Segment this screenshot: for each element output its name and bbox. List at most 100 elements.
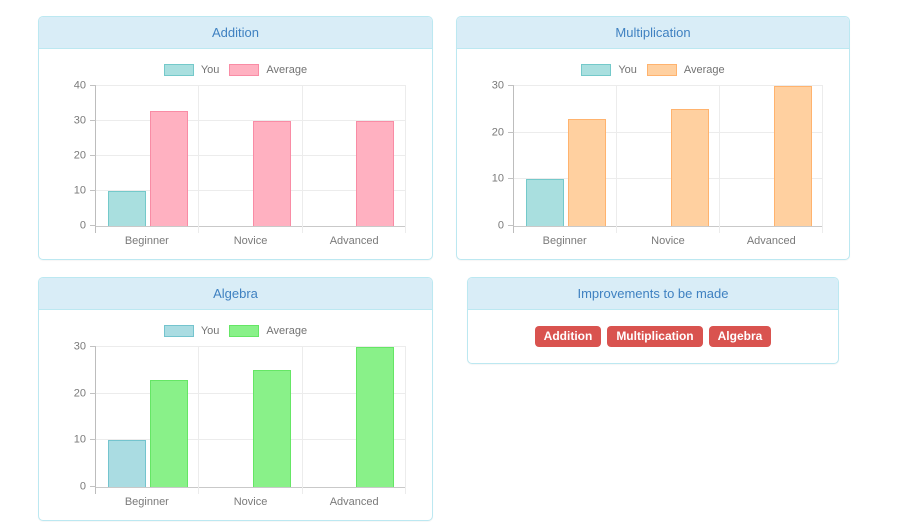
h-gridline (96, 85, 406, 86)
multiplication-panel: Multiplication You Average 0 10 20 30 Beginn… (456, 16, 850, 260)
algebra-chart-body: You Average 0 10 20 30 Beginner Novice Advance… (39, 310, 432, 520)
bar-average-novice[interactable] (252, 121, 291, 226)
bar-average-advanced[interactable] (356, 347, 395, 487)
bar-slot-average (356, 347, 395, 487)
legend-swatch-you (163, 324, 194, 337)
y-axis-tick (90, 346, 96, 347)
multiplication-chart-body: You Average 0 10 20 30 Beginner Novice Advance… (457, 49, 849, 259)
legend-label: You (200, 324, 220, 337)
bar-slot-you (525, 86, 564, 226)
x-axis-labels: Beginner Novice Advanced (95, 496, 406, 508)
bar-average-novice[interactable] (670, 109, 709, 226)
category-novice (617, 86, 720, 226)
bar-slot-you (314, 86, 352, 226)
legend-label: Average (683, 63, 725, 76)
y-axis-tick-label: 0 (497, 219, 504, 232)
v-gridline (615, 86, 617, 233)
bar-you-beginner[interactable] (107, 440, 146, 487)
y-axis-tick (508, 85, 514, 86)
v-gridline (405, 86, 406, 233)
v-gridline (822, 86, 823, 233)
chart-legend: You Average (49, 324, 422, 337)
improvement-badge-addition[interactable]: Addition (534, 326, 602, 348)
y-axis-tick-label: 10 (73, 433, 86, 446)
legend-swatch-average (229, 63, 260, 76)
legend-swatch-average (229, 324, 260, 337)
bar-slot-average (252, 86, 291, 226)
v-gridline (198, 86, 200, 233)
x-axis-label-advanced: Advanced (746, 235, 796, 247)
bar-slot-average (252, 347, 291, 487)
improvement-badge-algebra[interactable]: Algebra (708, 326, 772, 348)
legend-item-you[interactable]: You (163, 324, 220, 337)
improvement-badges: Addition Multiplication Algebra (468, 310, 838, 363)
chart-legend: You Average (49, 63, 422, 76)
addition-chart-body: You Average 0 10 20 30 40 Beginner Novice Advan… (39, 49, 432, 259)
panel-title-addition: Addition (39, 17, 432, 49)
panel-title-multiplication: Multiplication (457, 17, 849, 49)
bar-average-beginner[interactable] (567, 118, 606, 226)
y-axis-line-extension (95, 487, 96, 494)
category-advanced (720, 86, 823, 226)
legend-item-you[interactable]: You (163, 63, 219, 76)
bar-slot-average (670, 86, 709, 226)
y-axis-tick-label: 30 (491, 79, 504, 92)
legend-label: Average (266, 63, 308, 76)
bar-plot: 0 10 20 30 (74, 341, 406, 494)
legend-item-average[interactable]: Average (646, 63, 725, 76)
x-axis-label-novice: Novice (233, 496, 268, 508)
y-axis-tick (90, 225, 96, 226)
category-novice (199, 347, 302, 487)
y-axis-tick-label: 40 (73, 79, 86, 92)
x-axis-label-beginner: Beginner (542, 235, 587, 247)
v-gridline (301, 347, 303, 494)
y-axis-line-extension (95, 226, 96, 233)
h-gridline (514, 178, 823, 180)
bar-slot-average (149, 347, 188, 487)
y-axis-tick (90, 392, 96, 394)
bar-average-beginner[interactable] (149, 379, 188, 487)
bar-average-advanced[interactable] (356, 121, 395, 226)
legend-item-average[interactable]: Average (229, 63, 308, 76)
y-axis-tick (90, 486, 96, 487)
bars-layer (96, 347, 406, 487)
algebra-panel: Algebra You Average 0 10 20 30 Beginner Novic… (38, 277, 433, 521)
x-axis-label-advanced: Advanced (329, 235, 379, 247)
panel-title-improvements: Improvements to be made (468, 278, 838, 310)
x-axis-label-beginner: Beginner (124, 235, 169, 247)
y-axis-tick (90, 85, 96, 86)
bar-average-novice[interactable] (252, 370, 291, 487)
y-axis-tick-label: 20 (73, 149, 86, 162)
h-gridline (96, 155, 406, 156)
bar-you-beginner[interactable] (525, 179, 564, 226)
bar-average-advanced[interactable] (773, 86, 812, 226)
bar-slot-you (107, 347, 146, 487)
bar-slot-you (211, 86, 249, 226)
category-beginner (96, 86, 199, 226)
bar-slot-average (356, 86, 395, 226)
legend-item-you[interactable]: You (581, 63, 637, 76)
h-gridline (96, 120, 406, 121)
y-axis-tick (90, 155, 96, 156)
h-gridline (514, 85, 823, 86)
y-axis-tick (90, 120, 96, 121)
improvement-badge-multiplication[interactable]: Multiplication (607, 326, 703, 348)
h-gridline (96, 346, 406, 347)
h-gridline (96, 392, 406, 394)
bar-you-beginner[interactable] (107, 191, 146, 226)
h-gridline (96, 439, 406, 441)
y-axis-tick (90, 190, 96, 191)
v-gridline (198, 347, 200, 494)
bar-average-beginner[interactable] (149, 110, 188, 226)
bar-slot-you (211, 347, 249, 487)
y-axis-tick-label: 10 (491, 172, 504, 185)
x-axis-label-novice: Novice (233, 235, 268, 247)
h-gridline (96, 190, 406, 191)
y-axis-tick-label: 30 (73, 114, 86, 127)
legend-item-average[interactable]: Average (229, 324, 307, 337)
addition-panel: Addition You Average 0 10 20 30 40 Beginner No… (38, 16, 433, 260)
legend-swatch-average (646, 63, 677, 76)
category-advanced (303, 347, 406, 487)
bar-slot-you (732, 86, 770, 226)
